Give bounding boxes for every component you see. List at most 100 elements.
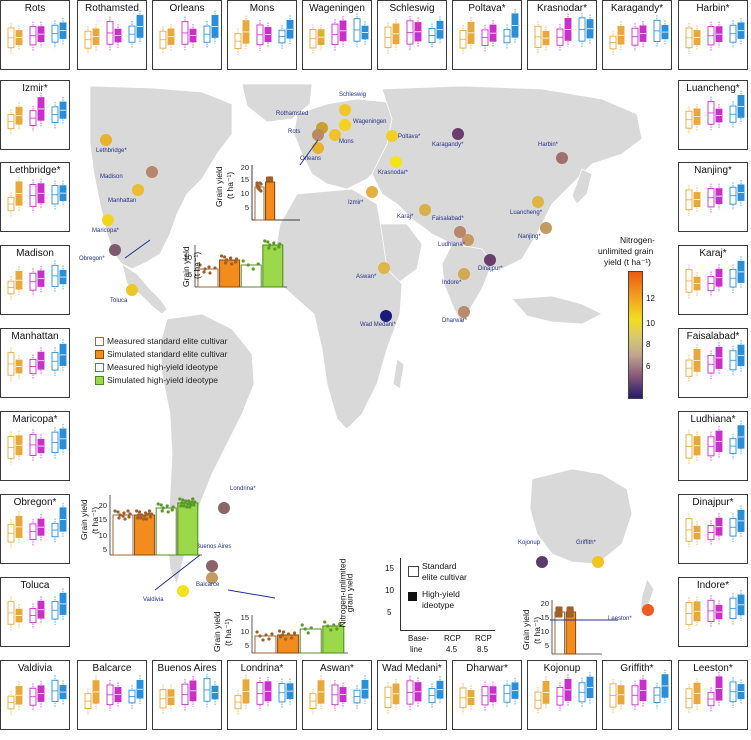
key-label-standard-line1: Standard	[422, 561, 457, 571]
legend-swatch	[95, 350, 104, 360]
key-label-highyield-line2: ideotype	[422, 600, 455, 610]
panel-title: Leeston*	[693, 663, 733, 674]
site-panel: Toluca	[0, 577, 70, 647]
site-panel: Schleswig	[377, 0, 447, 70]
site-label: Rothamsted	[276, 111, 309, 117]
site-label: Luancheng*	[510, 210, 543, 216]
cultivar-legend: Measured standard elite cultivar Simulat…	[95, 336, 227, 388]
key-ytick: 15	[385, 564, 394, 573]
site-panel: Ludhiana*	[678, 411, 748, 481]
inset-ylabel-line2: (t ha⁻¹)	[192, 251, 202, 279]
site-label: Maricopa*	[92, 228, 120, 234]
key-xtick: 8.5	[477, 645, 489, 654]
inset-ylabel-line2: (t ha⁻¹)	[225, 171, 235, 199]
site-panel: Karagandy*	[602, 0, 672, 70]
panel-title: Buenos Aires	[157, 663, 217, 674]
panel-boxplots	[7, 339, 67, 382]
legend-label: Measured standard elite cultivar	[107, 336, 228, 346]
key-swatch-highyield	[408, 592, 417, 601]
site-panel: Luancheng*	[678, 80, 748, 150]
site-label: Rots	[288, 129, 301, 135]
site-panel: Poltava*	[452, 0, 522, 70]
panel-title: Mons	[249, 3, 275, 14]
legend-swatch	[95, 363, 104, 373]
key-axes-x	[400, 630, 495, 631]
panel-boxplots	[7, 423, 67, 465]
japan-landmass	[571, 168, 593, 205]
site-panel: Lethbridge*	[0, 162, 70, 232]
site-label: Leeston*	[608, 616, 632, 622]
colorbar-title-line2: unlimited grain	[598, 246, 654, 256]
panel-boxplots	[534, 12, 594, 54]
panel-title: Maricopa*	[12, 414, 58, 425]
madagascar-landmass	[392, 358, 405, 390]
panel-boxplots	[234, 674, 294, 715]
panel-boxplots	[384, 15, 444, 54]
key-xtick: RCP	[444, 634, 461, 643]
site-panel: Kojonup	[527, 660, 597, 730]
inset-ylabel-line2: (t ha⁻¹)	[90, 506, 100, 534]
site-panel: Nanjing*	[678, 162, 748, 232]
panel-title: Luancheng*	[686, 83, 740, 94]
panel-boxplots	[7, 92, 67, 135]
key-xtick: Base-	[408, 634, 429, 643]
panel-title: Harbin*	[696, 3, 730, 14]
site-panel: Krasnodar*	[527, 0, 597, 70]
panel-boxplots	[7, 260, 67, 300]
central-america-landmass	[121, 263, 168, 315]
site-label: Madison	[100, 174, 123, 180]
panel-title: Kojonup	[543, 663, 581, 674]
site-label: Wageningen	[353, 119, 387, 125]
site-panel: Leeston*	[678, 660, 748, 730]
panel-boxplots	[7, 17, 67, 54]
panel-title: Schleswig	[389, 3, 435, 14]
site-label: Griffith*	[576, 540, 596, 546]
key-xtick: 4.5	[446, 645, 458, 654]
panel-boxplots	[7, 176, 67, 217]
inset-ylabel-line2: (t ha⁻¹)	[532, 616, 542, 644]
panel-boxplots	[685, 17, 745, 54]
panel-title: Valdivia	[17, 663, 53, 674]
site-label: Indore*	[442, 280, 462, 286]
panel-title: Manhattan	[11, 331, 59, 342]
panel-boxplots	[309, 675, 369, 715]
site-label: Buenos Aires	[196, 544, 232, 550]
site-panel: Aswan*	[302, 660, 372, 730]
panel-boxplots	[685, 589, 745, 631]
inset-ylabel-line1: Grain yield	[181, 246, 191, 287]
site-label: Wad Medani*	[360, 322, 396, 328]
site-label: Schleswig	[339, 92, 367, 98]
inset-ylabel-line2: (t ha⁻¹)	[223, 618, 233, 646]
site-label: Faisalabad*	[432, 216, 464, 222]
site-label: Dinajpur*	[478, 266, 503, 272]
site-label: Obregon*	[79, 256, 105, 262]
colorbar-tick: 8	[646, 340, 651, 349]
panel-title: Dharwar*	[466, 663, 508, 674]
panel-title: Rothamsted	[85, 3, 139, 14]
inset-ylabel-line1: Grain yield	[212, 611, 222, 652]
legend-item-measured-standard: Measured standard elite cultivar	[95, 336, 227, 349]
colorbar-tick: 6	[646, 362, 651, 371]
panel-boxplots	[685, 256, 745, 299]
panel-boxplots	[685, 340, 745, 383]
panel-title: Obregon*	[13, 497, 57, 508]
site-panel: Buenos Aires	[152, 660, 222, 730]
panel-boxplots	[685, 505, 745, 548]
scenario-key: Nitrogen-unlimited grain yield 15 10 5 S…	[337, 548, 520, 658]
colorbar-title-line3: yield (t ha⁻¹)	[604, 257, 651, 267]
panel-title: Dinajpur*	[692, 497, 734, 508]
legend-label: Simulated standard elite cultivar	[107, 349, 228, 359]
site-label: Poltava*	[398, 134, 421, 140]
site-panel: Dharwar*	[452, 660, 522, 730]
legend-item-measured-highyield: Measured high-yield ideotype	[95, 362, 227, 375]
legend-label: Measured high-yield ideotype	[107, 362, 219, 372]
legend-swatch	[95, 376, 104, 386]
panel-boxplots	[234, 15, 294, 55]
site-label: Londrina*	[230, 486, 256, 492]
southeast-asia-islands	[511, 295, 603, 325]
panel-boxplots	[384, 675, 444, 714]
site-label: Krasnodar*	[378, 170, 409, 176]
inset-ylabel-line1: Grain yield	[521, 609, 531, 650]
colorbar-title-line1: Nitrogen-	[620, 235, 655, 245]
key-ylabel-line2: grain yield	[344, 573, 355, 613]
